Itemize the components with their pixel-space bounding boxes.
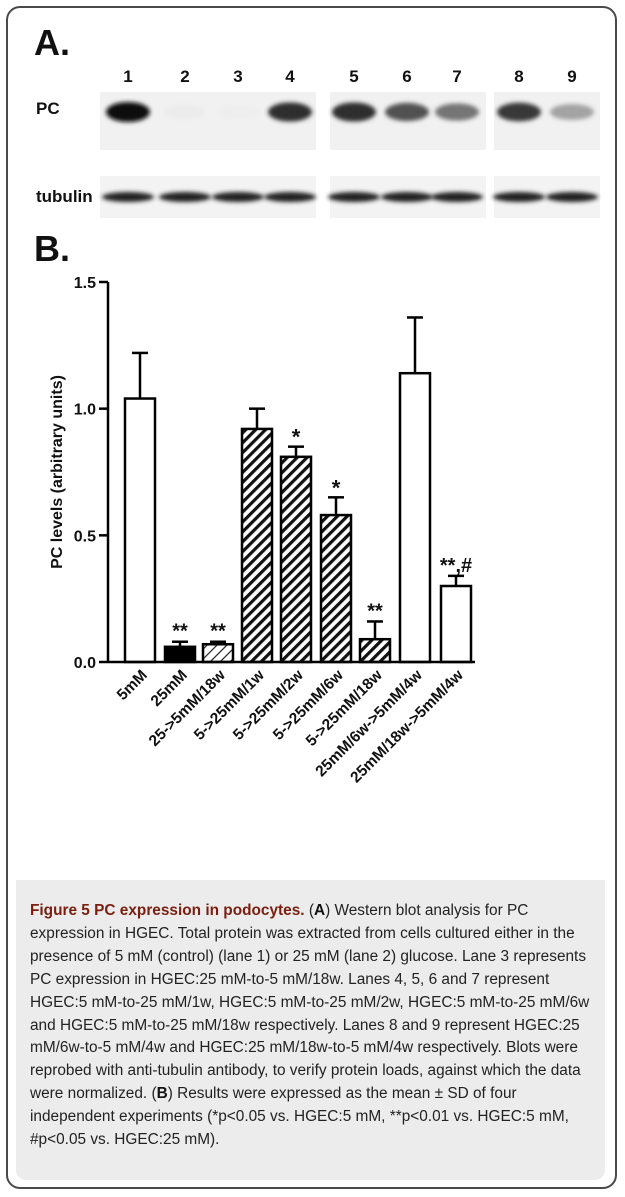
significance-label: **,# [440,555,472,577]
pc-band [332,102,376,122]
y-axis-label: PC levels (arbitrary units) [49,375,66,569]
bar [319,513,353,664]
pc-band [550,103,594,121]
y-tick-label: 1.5 [74,275,96,292]
lane-number: 1 [123,67,132,86]
tubulin-band [159,192,211,202]
pc-band [435,103,479,121]
significance-label: ** [210,621,226,643]
bar [358,637,392,664]
tubulin-band [264,192,316,202]
panel-a-label: A. [34,22,70,63]
significance-label: * [332,475,341,500]
figure-caption: Figure 5 PC expression in podocytes. (A)… [30,900,605,1152]
pc-band [106,102,150,122]
y-tick-label: 1.0 [74,402,96,419]
caption-letter-b: B [156,1085,168,1103]
tubulin-band [102,192,154,202]
bar [279,455,313,664]
caption-background [16,880,605,1180]
lane-number: 9 [567,67,576,86]
y-tick-label: 0.0 [74,655,96,672]
tubulin-band [381,192,433,202]
significance-label: ** [367,600,383,622]
pc-band [497,102,541,122]
lane-number: 4 [285,67,295,86]
caption-title: Figure 5 PC expression in podocytes. [30,902,305,919]
tubulin-band [328,192,380,202]
blot-row-label-tubulin: tubulin [36,187,93,206]
pc-band [385,102,429,122]
x-tick-label: 5mM [114,667,151,704]
tubulin-band [431,192,483,202]
lane-number: 6 [402,67,411,86]
significance-label: ** [172,621,188,643]
lane-number: 3 [233,67,242,86]
bar [240,427,274,664]
tubulin-band [546,192,598,202]
tubulin-band [493,192,545,202]
bar [201,643,235,664]
caption-paren-a: ( [304,902,314,919]
pc-band [268,102,312,122]
panel-b-label: B. [34,228,70,269]
tubulin-band [212,192,264,202]
pc-band [163,104,207,120]
lane-number: 5 [349,67,358,86]
pc-blot-strip [494,92,600,150]
bar [398,371,432,664]
figure-graphics: 1 2 3 4 5 6 7 8 9 PC tubulin 0.0 0.5 1.0 1.5 PC levels… [36,67,600,786]
bar [123,397,157,664]
pc-band [216,104,260,120]
bar [439,584,473,664]
caption-part-a: ) Western blot analysis for PC expressio… [30,902,590,1103]
bar [163,645,197,664]
significance-label: * [292,425,301,450]
caption-part-b: ) Results were expressed as the mean ± S… [30,1085,569,1149]
lane-number: 2 [180,67,189,86]
blot-row-label-pc: PC [36,99,60,118]
lane-number: 8 [514,67,523,86]
caption-letter-a: A [313,902,326,919]
lane-number: 7 [452,67,461,86]
y-tick-label: 0.5 [74,528,96,545]
